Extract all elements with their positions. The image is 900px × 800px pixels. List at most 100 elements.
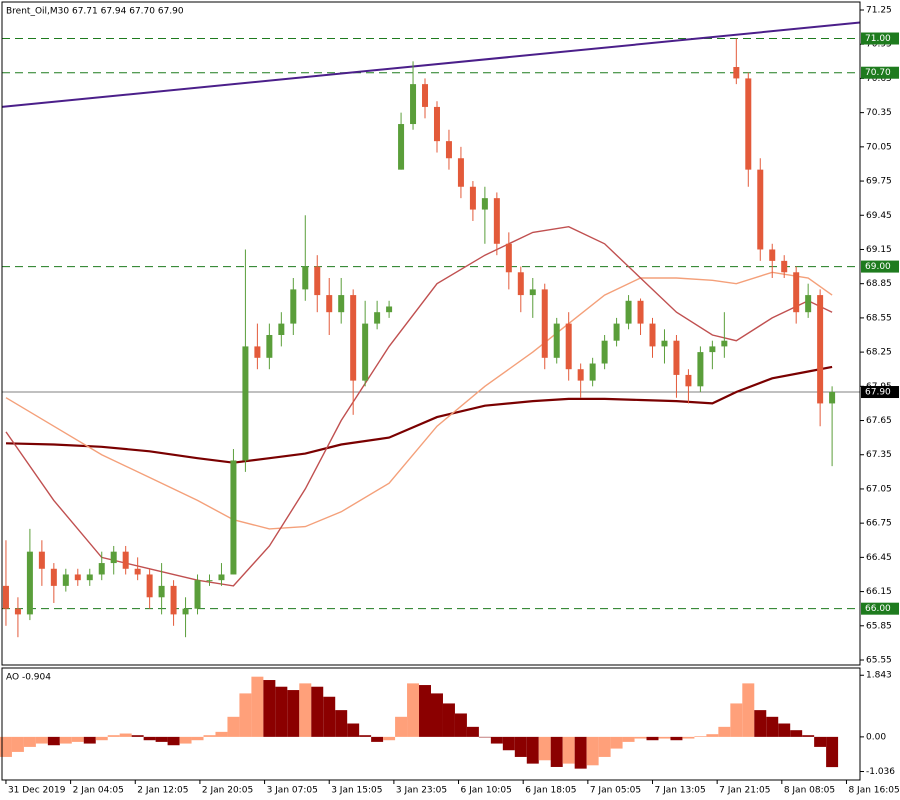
x-tick-label: 3 Jan 07:05 bbox=[267, 786, 318, 796]
y-tick-label: 68.55 bbox=[866, 313, 892, 323]
candle-body bbox=[769, 249, 776, 261]
moving-average bbox=[5, 271, 833, 530]
x-tick-label: 31 Dec 2019 bbox=[8, 786, 66, 796]
ao-bar bbox=[299, 683, 312, 737]
candle-body bbox=[529, 289, 536, 296]
ao-bar bbox=[359, 735, 372, 737]
level-tag bbox=[861, 602, 899, 615]
ao-bar bbox=[742, 683, 755, 737]
candle-body bbox=[613, 323, 620, 341]
ao-bar bbox=[263, 680, 276, 737]
ao-bar bbox=[383, 736, 396, 741]
candle-body bbox=[218, 574, 225, 581]
ao-bar bbox=[646, 736, 659, 741]
ao-bar bbox=[598, 736, 611, 757]
y-tick-label: 70.95 bbox=[866, 40, 892, 50]
candle-body bbox=[74, 574, 81, 581]
ao-bar bbox=[574, 736, 587, 769]
level-label: 71.00 bbox=[865, 34, 891, 44]
candle-body bbox=[553, 323, 560, 358]
ao-bar bbox=[47, 736, 60, 746]
ao-bar bbox=[526, 736, 539, 764]
y-tick-label: 67.65 bbox=[866, 416, 892, 426]
candle-body bbox=[541, 289, 548, 358]
candle-body bbox=[829, 392, 836, 404]
x-tick-label: 2 Jan 04:05 bbox=[73, 786, 124, 796]
candle-body bbox=[601, 340, 608, 364]
y-tick-label: 70.65 bbox=[866, 74, 892, 84]
candle-body bbox=[254, 346, 261, 358]
trend-line bbox=[1, 21, 861, 108]
ao-bar bbox=[143, 736, 156, 741]
ao-bar bbox=[766, 716, 779, 737]
ao-bar bbox=[395, 716, 408, 737]
y-tick-label: 70.35 bbox=[866, 108, 892, 118]
ao-bar bbox=[658, 736, 671, 739]
ao-bar bbox=[622, 736, 635, 742]
ao-bar bbox=[227, 716, 240, 737]
ao-bar bbox=[586, 736, 599, 766]
candle-body bbox=[38, 551, 45, 569]
y-tick-label: 69.45 bbox=[866, 211, 892, 221]
ao-bar bbox=[95, 736, 108, 741]
ao-bar bbox=[239, 693, 252, 737]
ao-bar bbox=[634, 736, 647, 739]
candle-body bbox=[649, 323, 656, 347]
ao-bar bbox=[11, 736, 24, 752]
candle-body bbox=[793, 272, 800, 313]
y-tick-label: 0.00 bbox=[866, 732, 886, 742]
candle-body bbox=[433, 106, 440, 142]
ao-bar bbox=[179, 736, 192, 744]
ao-bar bbox=[442, 703, 455, 737]
level-tag bbox=[861, 32, 899, 45]
candle-body bbox=[290, 289, 297, 324]
ao-frame bbox=[1, 667, 861, 781]
ao-bar bbox=[694, 736, 707, 737]
ao-bar bbox=[454, 713, 467, 737]
level-label: 67.90 bbox=[865, 388, 891, 398]
ao-bar bbox=[682, 736, 695, 739]
candle-body bbox=[517, 272, 524, 296]
candle-body bbox=[50, 568, 57, 586]
ao-bar bbox=[203, 735, 216, 737]
ao-bar bbox=[0, 736, 12, 757]
candle-body bbox=[685, 374, 692, 387]
ao-bar bbox=[83, 736, 96, 744]
y-tick-label: 71.25 bbox=[866, 6, 892, 16]
candle-body bbox=[398, 124, 405, 170]
ao-bar bbox=[419, 685, 431, 737]
y-tick-label: 67.35 bbox=[866, 450, 892, 460]
y-tick-label: 69.15 bbox=[866, 245, 892, 255]
ao-bar bbox=[431, 693, 443, 737]
candle-body bbox=[469, 186, 476, 210]
candle-body bbox=[745, 78, 752, 170]
y-tick-label: 67.05 bbox=[866, 484, 892, 494]
axes: 71.25 70.95 70.65 70.35 70.05 69.75 69.45 69.15… bbox=[5, 6, 900, 796]
candle-body bbox=[805, 295, 812, 313]
x-tick-label: 8 Jan 16:05 bbox=[848, 786, 899, 796]
candle-body bbox=[314, 266, 321, 296]
ao-bar bbox=[814, 736, 827, 747]
x-tick-label: 7 Jan 21:05 bbox=[719, 786, 770, 796]
candle-body bbox=[781, 260, 788, 273]
level-tag bbox=[861, 66, 899, 79]
ao-bar bbox=[371, 736, 384, 742]
ao-bar bbox=[311, 686, 324, 737]
ao-bar bbox=[802, 735, 815, 737]
candle-body bbox=[158, 585, 165, 598]
x-tick-label: 8 Jan 08:05 bbox=[784, 786, 835, 796]
ao-bar bbox=[215, 731, 228, 737]
candle-body bbox=[817, 295, 824, 404]
candle-body bbox=[326, 295, 333, 313]
candle-body bbox=[170, 585, 177, 615]
x-tick-label: 3 Jan 23:05 bbox=[396, 786, 447, 796]
y-tick-label: 69.75 bbox=[866, 177, 892, 187]
y-tick-label: 1.843 bbox=[866, 671, 892, 681]
ao-bar bbox=[502, 736, 515, 751]
candle-body bbox=[278, 323, 285, 335]
ao-bar bbox=[59, 736, 72, 744]
ao-bar bbox=[826, 736, 839, 768]
x-tick-label: 6 Jan 18:05 bbox=[525, 786, 576, 796]
level-label: 69.00 bbox=[865, 262, 891, 272]
ao-bar bbox=[191, 736, 204, 741]
